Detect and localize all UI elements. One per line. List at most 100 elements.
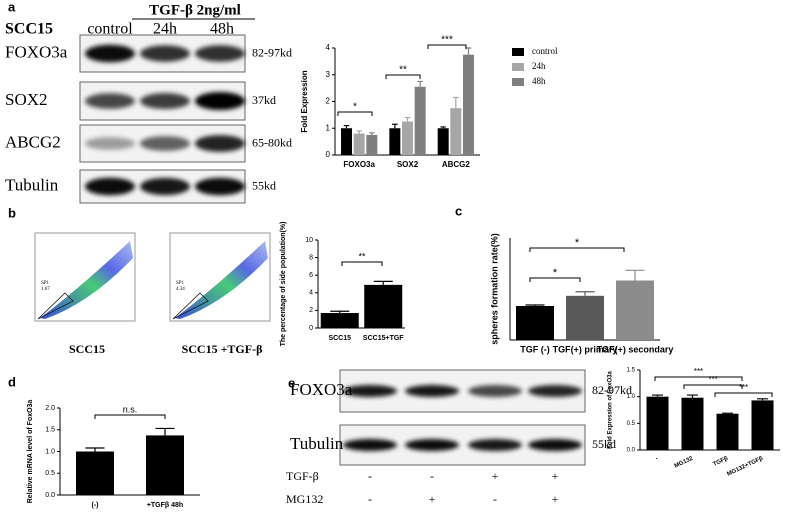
- error-bar: [652, 394, 663, 397]
- condition-mark: -: [368, 492, 372, 506]
- x-tick-label: SCC15+TGF: [363, 335, 404, 342]
- band: [140, 93, 190, 109]
- significance-label: ***: [441, 35, 453, 46]
- error-bar: [417, 80, 423, 87]
- protein-label: FOXO3a: [290, 380, 353, 399]
- western-blot-e: FOXO3a 82-97kd Tubulin 55kd TGF-β - - + + MG132 - +…: [286, 369, 632, 506]
- band: [528, 439, 582, 451]
- plot-label: SCC15 +TGF-β: [182, 342, 263, 356]
- error-bar: [343, 124, 350, 129]
- size-label: 55kd: [252, 178, 276, 192]
- panel-label: e: [288, 375, 295, 390]
- flow-population: [175, 241, 268, 319]
- error-bar: [722, 412, 733, 414]
- band: [343, 385, 397, 397]
- y-tick-label: 10: [305, 237, 313, 244]
- bar-chart: 0 2 4 6 8 10 The percentage of side population…: [280, 222, 405, 346]
- gate-label: SP1: [176, 281, 185, 286]
- x-tick-label: TGF (-): [520, 344, 550, 354]
- x-tick-label: (-): [92, 502, 99, 509]
- error-bar: [373, 280, 393, 285]
- size-label: 82-97kd: [252, 45, 292, 59]
- y-tick-label: 8: [309, 254, 313, 261]
- legend-swatch: [512, 63, 524, 71]
- bar: [716, 413, 739, 450]
- error-bar: [757, 398, 768, 401]
- condition-mark: +: [552, 469, 559, 483]
- error-bar: [525, 304, 545, 306]
- legend-swatch: [512, 48, 524, 56]
- error-bar: [85, 447, 105, 452]
- legend-label: control: [532, 46, 558, 56]
- bar: [646, 396, 669, 450]
- bar: [353, 133, 365, 155]
- bar-chart: 0.0 0.5 1.0 1.5 2.0 Relative mRNA level of Fo…: [27, 400, 200, 509]
- bar-chart: 0.0 0.5 1.0 1.5 Fold Expression of FoxO3a - MG…: [608, 367, 780, 478]
- y-tick-label: 0.5: [627, 421, 636, 427]
- bar: [320, 313, 359, 328]
- protein-label: Tubulin: [5, 175, 59, 194]
- size-label: 55kd: [592, 437, 616, 451]
- band: [85, 44, 135, 63]
- significance-bracket: [427, 44, 467, 49]
- gate-percent: 1.67: [41, 287, 50, 292]
- significance-label: **: [358, 251, 366, 261]
- condition-label: TGF-β: [286, 469, 319, 483]
- significance-bracket: [683, 384, 743, 389]
- protein-label: ABCG2: [5, 132, 61, 151]
- y-axis-label: Fold Expression of FoxO3a: [608, 371, 614, 449]
- error-bar: [625, 269, 645, 281]
- band: [195, 177, 245, 196]
- gate-percent: 4.34: [176, 287, 185, 292]
- significance-label: ***: [694, 367, 703, 376]
- error-bar: [330, 310, 350, 314]
- gate: [37, 292, 74, 320]
- significance-bracket: [337, 111, 373, 116]
- significance-label: ***: [708, 375, 717, 384]
- condition-mark: +: [552, 492, 559, 506]
- error-bar: [440, 126, 446, 129]
- legend-label: 48h: [532, 76, 546, 86]
- error-bar: [687, 394, 698, 398]
- significance-bracket: [385, 74, 421, 79]
- cell-line: SCC15: [5, 21, 53, 38]
- flow-plot: [169, 232, 271, 322]
- condition-mark: -: [493, 492, 497, 506]
- bar: [341, 128, 353, 155]
- y-tick-label: 0: [309, 325, 313, 332]
- bar: [462, 54, 474, 155]
- error-bar: [465, 47, 472, 55]
- y-tick-label: 4: [326, 43, 331, 52]
- band: [140, 136, 190, 151]
- x-tick-label: +TGFβ 48h: [147, 502, 183, 509]
- y-tick-label: 2: [326, 97, 331, 106]
- condition-mark: -: [368, 469, 372, 483]
- y-tick-label: 3: [326, 70, 331, 79]
- band: [85, 177, 135, 196]
- bar: [616, 280, 654, 340]
- band: [85, 93, 135, 109]
- bar: [366, 134, 378, 155]
- significance-label: *: [553, 267, 558, 279]
- significance-bracket: [654, 376, 743, 381]
- significance-bracket: [529, 277, 581, 282]
- band: [468, 439, 522, 451]
- y-tick-label: 0.5: [45, 470, 55, 477]
- significance-label: *: [353, 102, 357, 113]
- y-tick-label: 2.0: [45, 405, 55, 412]
- panel-label: b: [8, 205, 16, 220]
- x-tick-label: -: [655, 456, 659, 462]
- significance-label: n.s.: [123, 404, 138, 414]
- bar: [516, 306, 554, 340]
- band: [140, 177, 190, 196]
- error-bar: [356, 130, 362, 134]
- gate-label: SP1: [41, 281, 50, 286]
- western-blot-a: SCC15 TGF-β 2ng/ml control 24h 48h FOXO3…: [5, 2, 292, 204]
- bar: [402, 121, 413, 155]
- y-tick-label: 4: [309, 290, 313, 297]
- plot-label: SCC15: [69, 342, 105, 356]
- y-axis-label: Relative mRNA level of FoxO3a: [27, 400, 34, 504]
- gate: [172, 292, 209, 320]
- band: [195, 135, 245, 152]
